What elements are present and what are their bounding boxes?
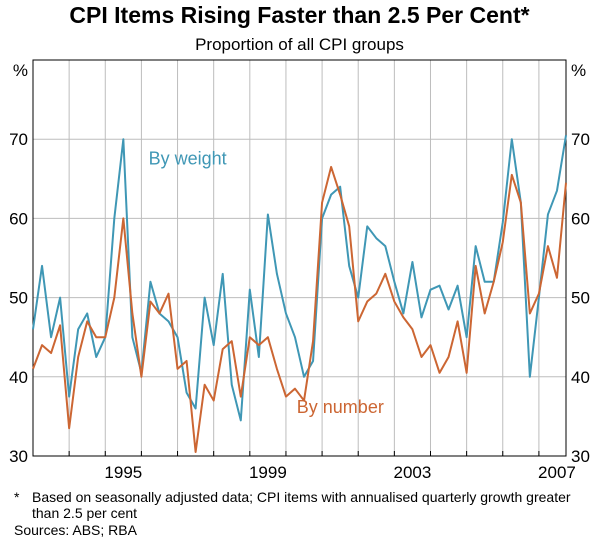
y-tick-label-left: 30 (9, 447, 28, 466)
series-line-by-number (32, 165, 567, 454)
series-lines (32, 135, 567, 454)
x-tick-label: 1995 (104, 463, 142, 482)
chart-title: CPI Items Rising Faster than 2.5 Per Cen… (69, 2, 530, 28)
plot-frame (32, 59, 567, 457)
x-tick-label: 2007 (538, 463, 576, 482)
y-tick-label-right: 30 (571, 447, 590, 466)
series-annotations: By weight By number (149, 149, 384, 418)
footnote-marker: * (14, 489, 20, 505)
footnotes: * Based on seasonally adjusted data; CPI… (14, 489, 577, 538)
y-tick-label-left: 50 (9, 289, 28, 308)
series-label-by-weight: By weight (149, 149, 227, 169)
chart-subtitle: Proportion of all CPI groups (195, 35, 404, 54)
grid (33, 60, 566, 456)
footnote: * Based on seasonally adjusted data; CPI… (14, 489, 577, 521)
x-tick-label: 2003 (394, 463, 432, 482)
series-line-by-weight (32, 135, 567, 422)
y-tick-label-right: 70 (571, 130, 590, 149)
y-unit-right: % (571, 61, 586, 80)
y-tick-label-left: 40 (9, 368, 28, 387)
y-unit-left: % (13, 61, 28, 80)
y-axis: 30 30 40 40 50 50 60 60 70 70%% (9, 61, 590, 466)
footnote-text: Based on seasonally adjusted data; CPI i… (32, 489, 571, 521)
y-tick-label-right: 60 (571, 209, 590, 228)
x-tick-label: 1999 (249, 463, 287, 482)
y-tick-label-right: 40 (571, 368, 590, 387)
y-tick-label-left: 60 (9, 209, 28, 228)
y-tick-label-right: 50 (571, 289, 590, 308)
sources: Sources: ABS; RBA (14, 522, 137, 538)
y-tick-label-left: 70 (9, 130, 28, 149)
series-label-by-number: By number (297, 397, 384, 417)
x-axis: 1995 1999 2003 2007 (68, 451, 576, 482)
